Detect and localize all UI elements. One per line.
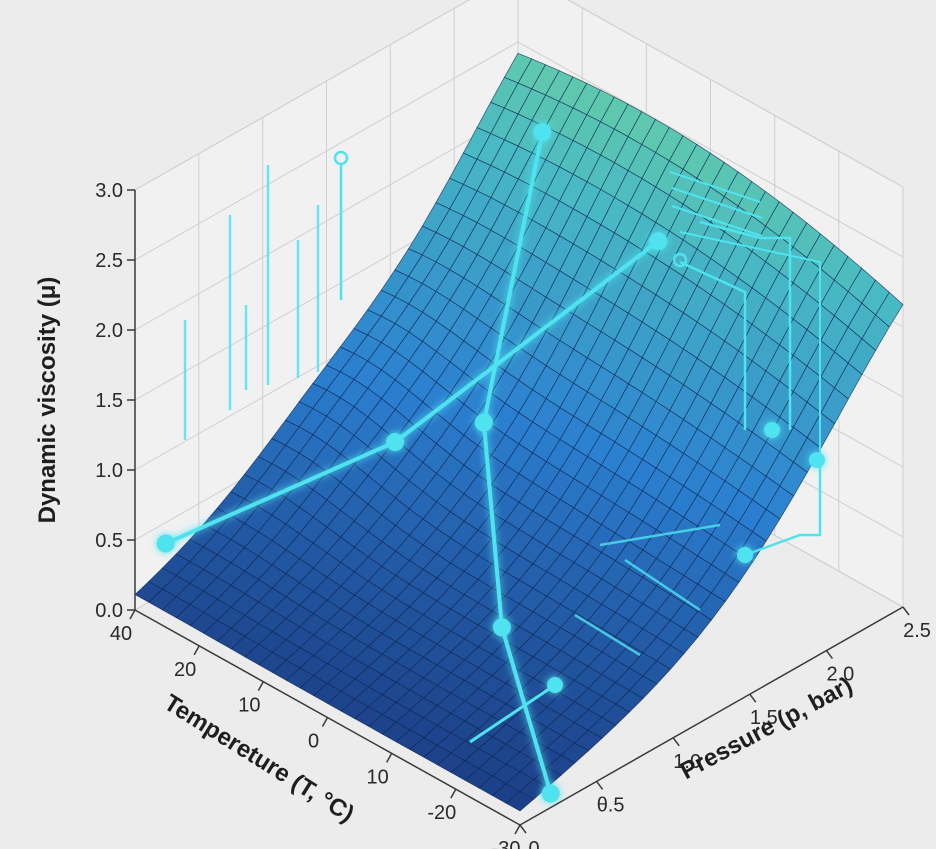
temperature-tick [257,681,264,692]
pressure-tick [749,693,757,703]
temperature-tick [193,645,200,656]
temperature-tick [321,717,329,727]
temperature-tick-label: 20 [174,659,196,681]
callout-line [679,231,821,460]
callout-node [672,252,688,268]
highlight-marker [541,784,560,803]
highlight-markers [156,123,668,803]
temperature-tick-label: 10 [238,695,260,717]
callout-line [599,523,721,547]
temperature-tick-label: 40 [110,623,132,645]
pressure-tick [672,737,680,747]
surface-cell [505,791,535,812]
callout-line [669,171,761,203]
temperature-tick [386,752,393,763]
callout-line [469,683,556,744]
viscosity-surface [134,52,904,812]
z-tick-label: 1.0 [95,460,123,482]
z-tick-label: 0.5 [95,530,123,552]
pressure-tick [595,780,604,790]
callout-line [671,205,763,237]
pressure-tick-label: 2.5 [903,620,931,642]
pressure-tick-label: θ.5 [597,794,625,816]
temperature-tick-label: -20 [427,802,456,824]
pressure-tick-label: 1.5 [750,707,778,729]
highlight-marker [156,534,175,553]
z-axis-label: Dynamic viscosity (μ) [34,277,61,524]
pressure-tick-label: 2.0 [826,664,854,686]
callout-node [809,452,825,468]
highlight-marker [386,433,405,452]
temperature-tick-label: 10 [367,766,389,788]
callout-line [699,220,792,430]
callout-line [744,460,822,557]
highlight-marker [492,618,511,637]
highlight-marker [474,413,493,432]
z-tick-label: 0.0 [95,600,123,622]
temperature-tick-label: -30 [492,838,521,849]
callout-line [671,187,763,219]
pressure-axis-line [519,606,904,826]
z-tick-label: 3.0 [95,180,123,202]
axes: 0.0 0.5 1.0 1.5 2.0 2.5 3.0 40 20 10 0 10 -20 -30 0 θ.5… [95,180,931,849]
pressure-tick-label: 1.0 [673,751,701,773]
callout-line [624,558,701,612]
highlight-line [481,131,553,795]
pressure-tick [902,606,910,616]
z-tick-label: 2.5 [95,250,123,272]
callout-node [547,677,563,693]
callout-line [574,613,641,657]
z-tick-label: 1.5 [95,390,123,412]
y-axis-label: Pressure (p, bar) [676,672,857,785]
temperature-tick [129,609,136,620]
z-tick-label: 2.0 [95,320,123,342]
highlight-marker [533,123,552,142]
callout-node [764,422,780,438]
temperature-tick [514,824,521,835]
temperature-tick-label: 0 [308,731,319,753]
decorative-callouts [183,150,825,744]
pressure-tick-label: 0 [528,838,539,849]
callout-node [737,547,753,563]
highlight-marker [649,232,668,251]
pressure-tick [825,650,834,660]
pressure-tick [519,824,527,834]
callout-line [679,260,747,430]
temperature-tick [450,788,457,799]
